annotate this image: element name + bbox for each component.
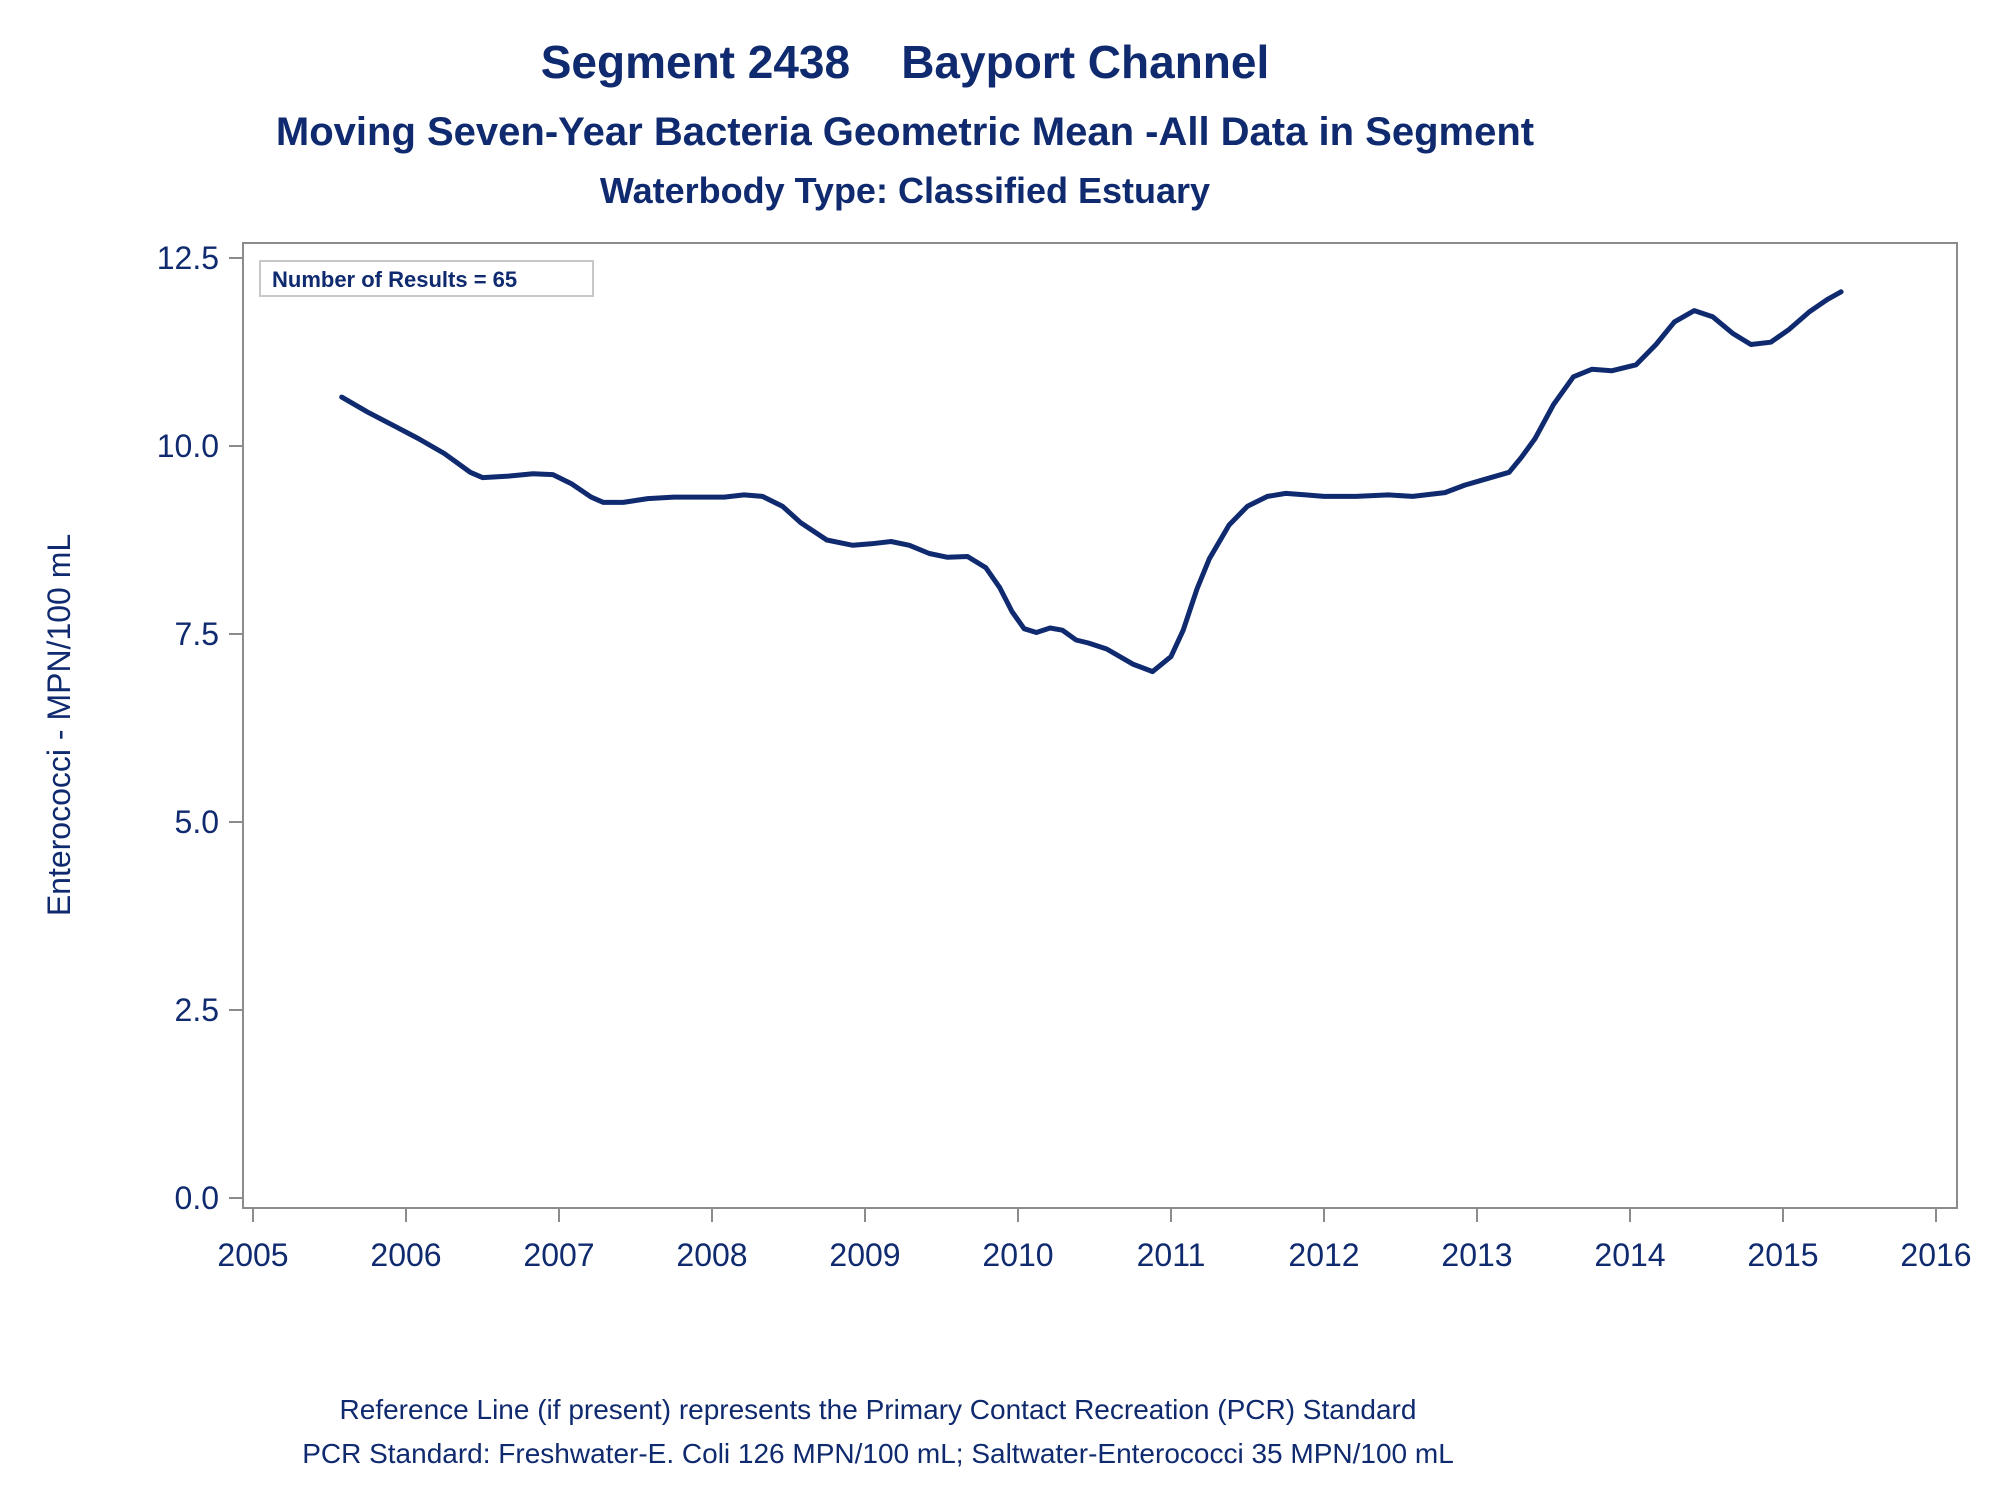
x-tick-label: 2007 (523, 1237, 594, 1273)
x-tick-label: 2012 (1288, 1237, 1359, 1273)
y-tick-label: 5.0 (175, 804, 219, 840)
footnote-reference-line: Reference Line (if present) represents t… (340, 1394, 1417, 1425)
x-tick-label: 2016 (1900, 1237, 1971, 1273)
chart-subtitle-2: Waterbody Type: Classified Estuary (600, 170, 1210, 211)
y-axis: 0.0 2.5 5.0 7.5 10.0 12.5 (157, 240, 243, 1216)
x-tick-label: 2015 (1747, 1237, 1818, 1273)
x-tick-label: 2008 (676, 1237, 747, 1273)
series-line (339, 289, 1844, 675)
y-tick-label: 10.0 (157, 428, 219, 464)
x-tick-label: 2009 (829, 1237, 900, 1273)
footnote-pcr-standard: PCR Standard: Freshwater-E. Coli 126 MPN… (302, 1438, 1454, 1469)
y-tick-label: 7.5 (175, 616, 219, 652)
x-tick-label: 2013 (1441, 1237, 1512, 1273)
x-tick-label: 2011 (1137, 1237, 1206, 1273)
y-tick-label: 2.5 (175, 992, 219, 1028)
plot-area-frame (242, 242, 1958, 1209)
y-axis-label: Enterococci - MPN/100 mL (41, 534, 77, 916)
chart-title: Segment 2438 Bayport Channel (541, 36, 1270, 88)
x-tick-label: 2014 (1594, 1237, 1665, 1273)
results-count-box (259, 260, 594, 297)
x-tick-label: 2006 (370, 1237, 441, 1273)
x-tick-label: 2005 (217, 1237, 288, 1273)
results-count-label: Number of Results = 65 (272, 267, 517, 292)
series-layer (339, 289, 1844, 675)
chart-subtitle: Moving Seven-Year Bacteria Geometric Mea… (276, 110, 1534, 154)
x-tick-label: 2010 (982, 1237, 1053, 1273)
y-tick-label: 0.0 (175, 1180, 219, 1216)
y-tick-label: 12.5 (157, 240, 219, 276)
x-axis: 2005 2006 2007 2008 2009 2010 2011 2012 2013 2014… (217, 1208, 1972, 1273)
